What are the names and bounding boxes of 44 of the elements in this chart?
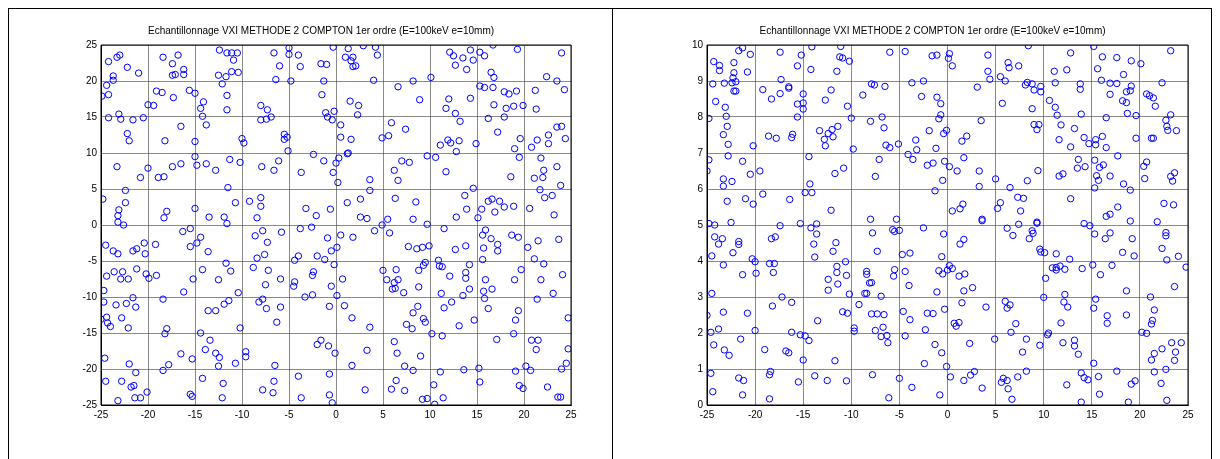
y-tick-label: -25 bbox=[82, 398, 98, 410]
x-tick-label: -5 bbox=[894, 408, 905, 420]
x-tick-label: -15 bbox=[187, 408, 203, 420]
y-tick-label: -5 bbox=[88, 254, 98, 266]
y-tick-label: -10 bbox=[82, 290, 98, 302]
y-tick-label: 5 bbox=[697, 218, 704, 230]
chart-title: Echantillonnage VXI METHODE 2 COMPTON 1er ordre (E=100keV e=10mm) bbox=[147, 24, 495, 36]
chart-title: Echantillonnage VXI METHODE 2 COMPTON 1er ordre (E=100keV e=10mm) bbox=[759, 24, 1106, 36]
y-tick-label: 6 bbox=[697, 182, 704, 194]
y-tick-label: 0 bbox=[697, 398, 704, 410]
x-tick-label: -20 bbox=[747, 408, 763, 420]
x-tick-label: 15 bbox=[1086, 408, 1098, 420]
y-tick-label: -20 bbox=[82, 362, 98, 374]
x-tick-label: -10 bbox=[844, 408, 859, 420]
x-tick-label: 0 bbox=[333, 408, 340, 420]
y-tick-label: 8 bbox=[697, 110, 704, 122]
x-tick-label: -5 bbox=[284, 408, 294, 420]
y-tick-label: 15 bbox=[85, 110, 98, 122]
y-tick-label: 3 bbox=[697, 290, 704, 302]
x-tick-label: 5 bbox=[380, 408, 387, 420]
y-tick-label: 7 bbox=[697, 146, 704, 158]
y-tick-label: 0 bbox=[91, 218, 98, 230]
x-tick-label: 25 bbox=[1182, 408, 1194, 420]
y-tick-label: 2 bbox=[697, 326, 704, 338]
y-tick-label: 4 bbox=[697, 254, 704, 266]
x-tick-label: -10 bbox=[234, 408, 250, 420]
x-tick-label: 10 bbox=[1038, 408, 1050, 420]
y-tick-label: 10 bbox=[691, 38, 704, 50]
x-tick-label: 15 bbox=[471, 408, 483, 420]
y-tick-label: 25 bbox=[85, 38, 98, 50]
y-tick-label: 5 bbox=[91, 182, 98, 194]
y-tick-label: 10 bbox=[85, 146, 98, 158]
x-tick-label: 0 bbox=[944, 408, 951, 420]
y-tick-label: 20 bbox=[85, 74, 98, 86]
x-tick-label: -20 bbox=[140, 408, 156, 420]
x-tick-label: 5 bbox=[992, 408, 999, 420]
x-tick-label: 20 bbox=[1134, 408, 1146, 420]
x-tick-label: -15 bbox=[795, 408, 811, 420]
y-tick-label: 1 bbox=[697, 362, 704, 374]
x-tick-label: 10 bbox=[424, 408, 436, 420]
x-tick-label: 20 bbox=[518, 408, 530, 420]
x-tick-label: 25 bbox=[565, 408, 577, 420]
y-tick-label: 9 bbox=[697, 74, 704, 86]
y-tick-label: -15 bbox=[82, 326, 98, 338]
